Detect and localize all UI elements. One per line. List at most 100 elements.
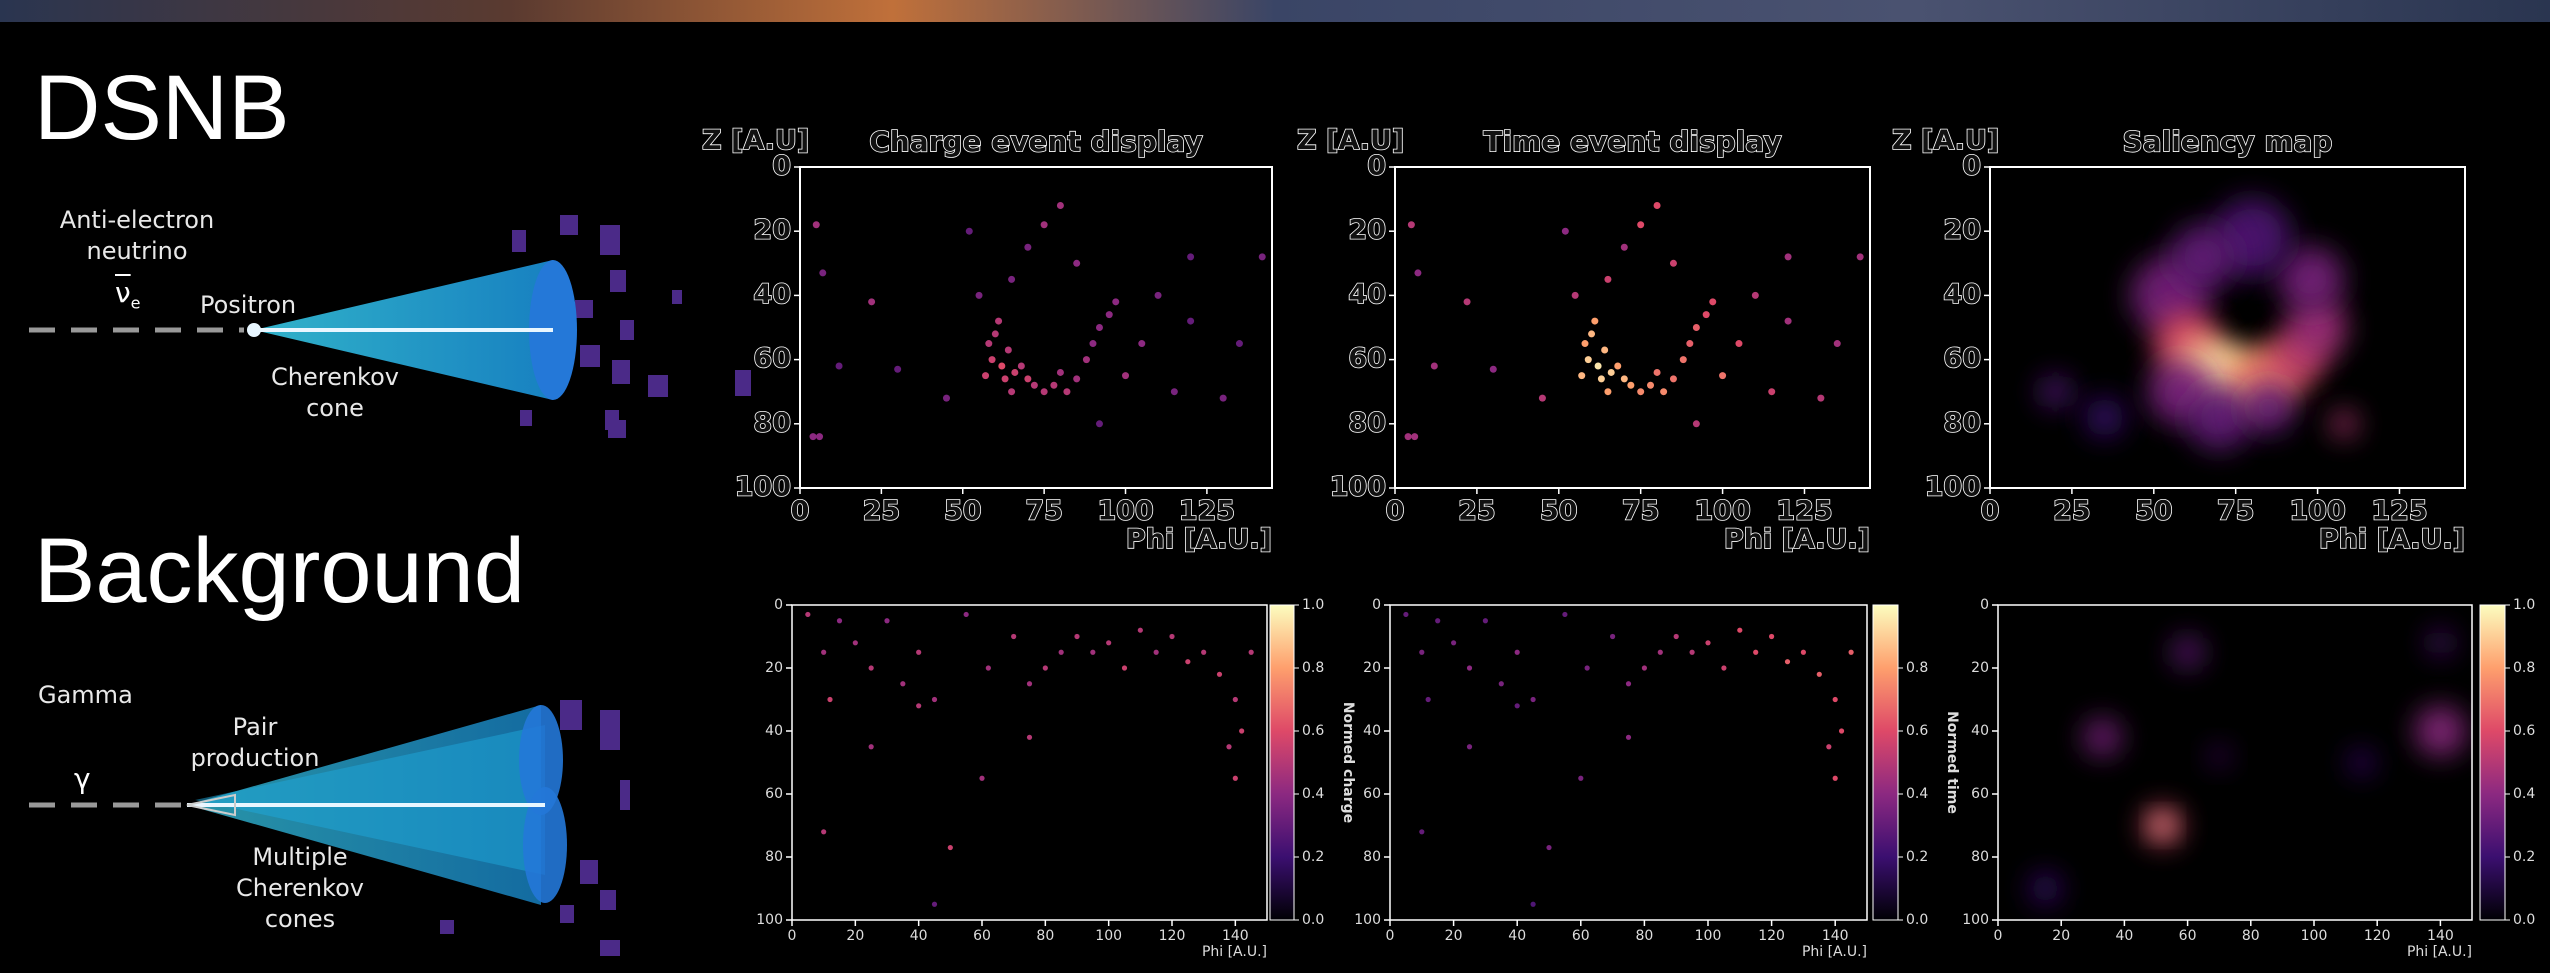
hit bbox=[1735, 340, 1742, 347]
hit bbox=[1642, 665, 1647, 670]
hit bbox=[1515, 650, 1520, 655]
x-tick-label: 140 bbox=[1222, 928, 1249, 944]
y-tick-label: 20 bbox=[1348, 215, 1386, 246]
x-tick-label: 100 bbox=[2301, 928, 2328, 944]
hit bbox=[1608, 369, 1615, 376]
hit bbox=[1785, 659, 1790, 664]
colorbar-tick-label: 0.2 bbox=[1906, 849, 1928, 865]
hit bbox=[821, 650, 826, 655]
hit bbox=[1531, 902, 1536, 907]
x-tick-label: 40 bbox=[2115, 928, 2133, 944]
hit bbox=[948, 845, 953, 850]
saliency-blob bbox=[2085, 398, 2124, 437]
y-tick-label: 80 bbox=[1363, 849, 1381, 865]
colorbar-tick-label: 0.2 bbox=[1302, 849, 1324, 865]
x-tick-label: 50 bbox=[944, 496, 982, 527]
y-tick-label: 20 bbox=[765, 660, 783, 676]
y-tick-label: 80 bbox=[1943, 407, 1981, 438]
x-tick-label: 80 bbox=[1635, 928, 1653, 944]
hit bbox=[1546, 845, 1551, 850]
x-tick-label: 100 bbox=[1694, 496, 1750, 527]
x-tick-label: 0 bbox=[1981, 496, 2000, 527]
hit bbox=[1169, 634, 1174, 639]
x-tick-label: 80 bbox=[1036, 928, 1054, 944]
hit bbox=[1839, 728, 1844, 733]
colorbar-tick-label: 0.6 bbox=[1906, 723, 1928, 739]
hit bbox=[1737, 628, 1742, 633]
colorbar-tick-label: 1.0 bbox=[1302, 597, 1324, 613]
x-tick-label: 50 bbox=[2135, 496, 2173, 527]
hit bbox=[1585, 665, 1590, 670]
y-tick-label: 80 bbox=[753, 407, 791, 438]
hit bbox=[1435, 618, 1440, 623]
hit bbox=[1769, 634, 1774, 639]
y-tick-label: 40 bbox=[1943, 279, 1981, 310]
slide: 0204060801000255075100125Charge event di… bbox=[0, 0, 2550, 973]
hit bbox=[1059, 650, 1064, 655]
hit bbox=[985, 340, 992, 347]
hit bbox=[1185, 659, 1190, 664]
hit bbox=[1073, 375, 1080, 382]
particle-symbol: νe bbox=[115, 276, 140, 313]
hit bbox=[805, 612, 810, 617]
hit bbox=[1654, 369, 1661, 376]
x-tick-label: 125 bbox=[1179, 496, 1235, 527]
hit bbox=[1490, 366, 1497, 373]
hit bbox=[916, 650, 921, 655]
hit bbox=[1693, 420, 1700, 427]
y-tick-label: 20 bbox=[1971, 660, 1989, 676]
colorbar-tick-label: 0.2 bbox=[2513, 849, 2535, 865]
saliency-blob bbox=[2278, 247, 2344, 313]
colorbar-tick-label: 0.0 bbox=[1906, 912, 1928, 928]
hit bbox=[1419, 650, 1424, 655]
hit bbox=[813, 221, 820, 228]
y-tick-label: 0 bbox=[774, 597, 783, 613]
hit bbox=[1721, 665, 1726, 670]
hit bbox=[976, 292, 983, 299]
hit bbox=[1753, 650, 1758, 655]
hit bbox=[821, 829, 826, 834]
y-tick-label: 60 bbox=[1971, 786, 1989, 802]
plot-area bbox=[1998, 605, 2472, 920]
y-axis-label: Z [A.U] bbox=[702, 125, 809, 156]
y-tick-label: 80 bbox=[1348, 407, 1386, 438]
hit bbox=[1083, 356, 1090, 363]
hit bbox=[1024, 375, 1031, 382]
hit bbox=[992, 330, 999, 337]
x-tick-label: 40 bbox=[1508, 928, 1526, 944]
hit bbox=[1405, 433, 1412, 440]
chart: 020406080100020406080100120140Phi [A.U.]… bbox=[1962, 597, 2535, 960]
y-tick-label: 40 bbox=[1363, 723, 1381, 739]
x-tick-label: 0 bbox=[1386, 928, 1395, 944]
chart: 020406080100020406080100120140Phi [A.U.]… bbox=[756, 597, 1356, 960]
chart: 020406080100020406080100120140Phi [A.U.]… bbox=[1354, 597, 1960, 960]
hit bbox=[1041, 388, 1048, 395]
y-tick-label: 40 bbox=[765, 723, 783, 739]
hit bbox=[1627, 382, 1634, 389]
hit bbox=[1709, 298, 1716, 305]
hit bbox=[1154, 650, 1159, 655]
section-title: Background bbox=[34, 525, 525, 617]
hit bbox=[1582, 340, 1589, 347]
hit bbox=[1249, 650, 1254, 655]
x-tick-label: 0 bbox=[788, 928, 797, 944]
plot-area bbox=[800, 167, 1272, 488]
hit bbox=[810, 433, 817, 440]
hit bbox=[1595, 363, 1602, 370]
hit bbox=[1801, 650, 1806, 655]
colorbar bbox=[1873, 605, 1898, 920]
colorbar-label: Normed charge bbox=[1340, 702, 1356, 823]
hit bbox=[1654, 202, 1661, 209]
hit bbox=[1467, 744, 1472, 749]
hit bbox=[943, 395, 950, 402]
hit bbox=[1515, 703, 1520, 708]
hit bbox=[1680, 356, 1687, 363]
x-axis-label: Phi [A.U.] bbox=[1202, 944, 1267, 960]
y-tick-label: 20 bbox=[1363, 660, 1381, 676]
hit bbox=[1259, 253, 1266, 260]
hit bbox=[1027, 681, 1032, 686]
y-tick-label: 60 bbox=[1348, 343, 1386, 374]
saliency-blob bbox=[2030, 873, 2062, 905]
hit bbox=[1604, 388, 1611, 395]
x-tick-label: 100 bbox=[1097, 496, 1153, 527]
